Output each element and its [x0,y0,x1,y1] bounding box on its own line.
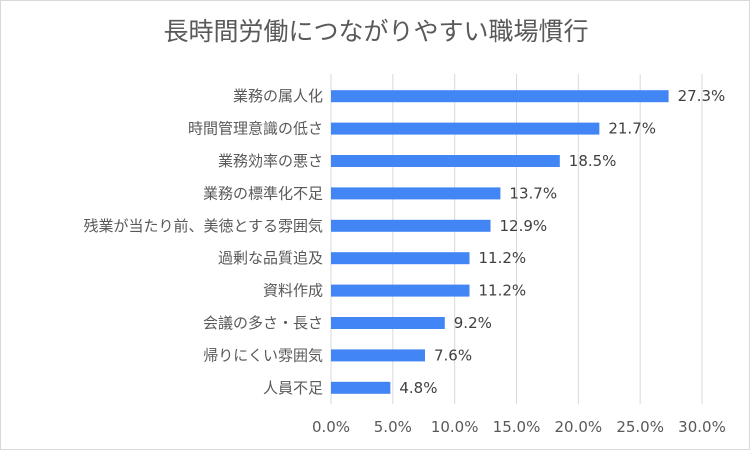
value-label: 12.9% [500,217,548,235]
x-tick-label: 15.0% [493,418,541,436]
value-label: 21.7% [608,120,656,138]
category-label: 時間管理意識の低さ [188,120,323,138]
value-label: 27.3% [678,87,726,105]
bar [331,317,445,329]
bar [331,122,600,135]
x-tick-label: 30.0% [678,418,726,436]
bar [331,187,501,200]
x-tick-label: 0.0% [312,418,350,436]
x-tick-label: 20.0% [555,418,603,436]
category-label: 業務の標準化不足 [203,184,323,202]
bar [331,284,470,297]
x-tick-label: 25.0% [616,418,664,436]
bars [331,90,669,394]
value-label: 11.2% [479,249,527,267]
bar [331,155,560,167]
category-label: 資料作成 [263,282,323,300]
value-label: 13.7% [509,184,557,202]
category-label: 帰りにくい雰囲気 [203,346,323,364]
value-label: 4.8% [399,379,437,397]
bar [331,219,491,232]
category-label: 過剰な品質追及 [218,249,323,267]
bar [331,90,669,103]
bar [331,252,470,265]
category-label: 業務の属人化 [233,87,323,105]
bar [331,381,391,394]
labels: 0.0% 5.0% 10.0% 15.0% 20.0% 25.0% 30.0% 業務の属人化 2… [83,87,725,436]
value-label: 9.2% [454,314,492,332]
x-tick-label: 5.0% [374,418,412,436]
category-label: 業務効率の悪さ [218,152,323,170]
category-label: 会議の多さ・長さ [203,314,323,332]
value-label: 11.2% [479,282,527,300]
bar [331,349,425,362]
category-label: 人員不足 [263,379,323,397]
value-label: 7.6% [434,346,472,364]
value-label: 18.5% [569,152,617,170]
x-tick-label: 10.0% [431,418,479,436]
chart-title: 長時間労働につながりやすい職場慣行 [163,17,589,46]
category-label: 残業が当たり前、美徳とする雰囲気 [83,217,323,235]
